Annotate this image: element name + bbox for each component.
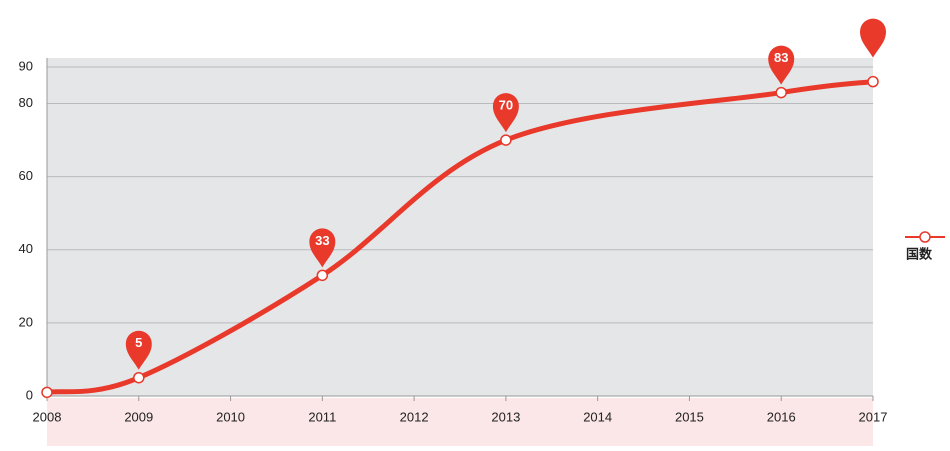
- pin: [860, 18, 886, 58]
- y-tick-label: 20: [19, 314, 33, 329]
- y-tick-label: 40: [19, 241, 33, 256]
- y-tick-label: 80: [19, 95, 33, 110]
- x-tick-label: 2013: [491, 409, 520, 424]
- x-tick-label: 2010: [216, 409, 245, 424]
- data-label: 83: [774, 50, 788, 65]
- x-tick-label: 2015: [675, 409, 704, 424]
- legend-label: 国数: [906, 246, 933, 261]
- pin: [492, 93, 519, 133]
- x-tick-label: 2012: [400, 409, 429, 424]
- x-tick-label: 2017: [859, 409, 888, 424]
- marker: [316, 269, 329, 282]
- pin: [768, 45, 795, 85]
- x-band: [47, 398, 873, 446]
- data-label: 5: [135, 335, 142, 350]
- x-tick-label: 2011: [308, 409, 336, 424]
- marker: [41, 386, 53, 399]
- legend-marker: [919, 231, 931, 243]
- marker: [775, 86, 787, 99]
- x-tick-label: 2016: [767, 409, 796, 424]
- marker: [500, 134, 512, 146]
- data-label: 70: [499, 98, 513, 113]
- data-label: 33: [315, 233, 329, 248]
- marker: [867, 75, 879, 88]
- pin: [309, 228, 336, 268]
- marker: [133, 371, 145, 384]
- y-tick-label: 0: [26, 387, 33, 402]
- x-tick-label: 2008: [33, 409, 62, 424]
- y-tick-label: 90: [19, 58, 33, 73]
- pin: [125, 330, 152, 370]
- y-tick-label: 60: [19, 168, 33, 183]
- x-tick-label: 2009: [124, 409, 153, 424]
- x-tick-label: 2014: [583, 409, 612, 424]
- plot-area: [47, 58, 873, 396]
